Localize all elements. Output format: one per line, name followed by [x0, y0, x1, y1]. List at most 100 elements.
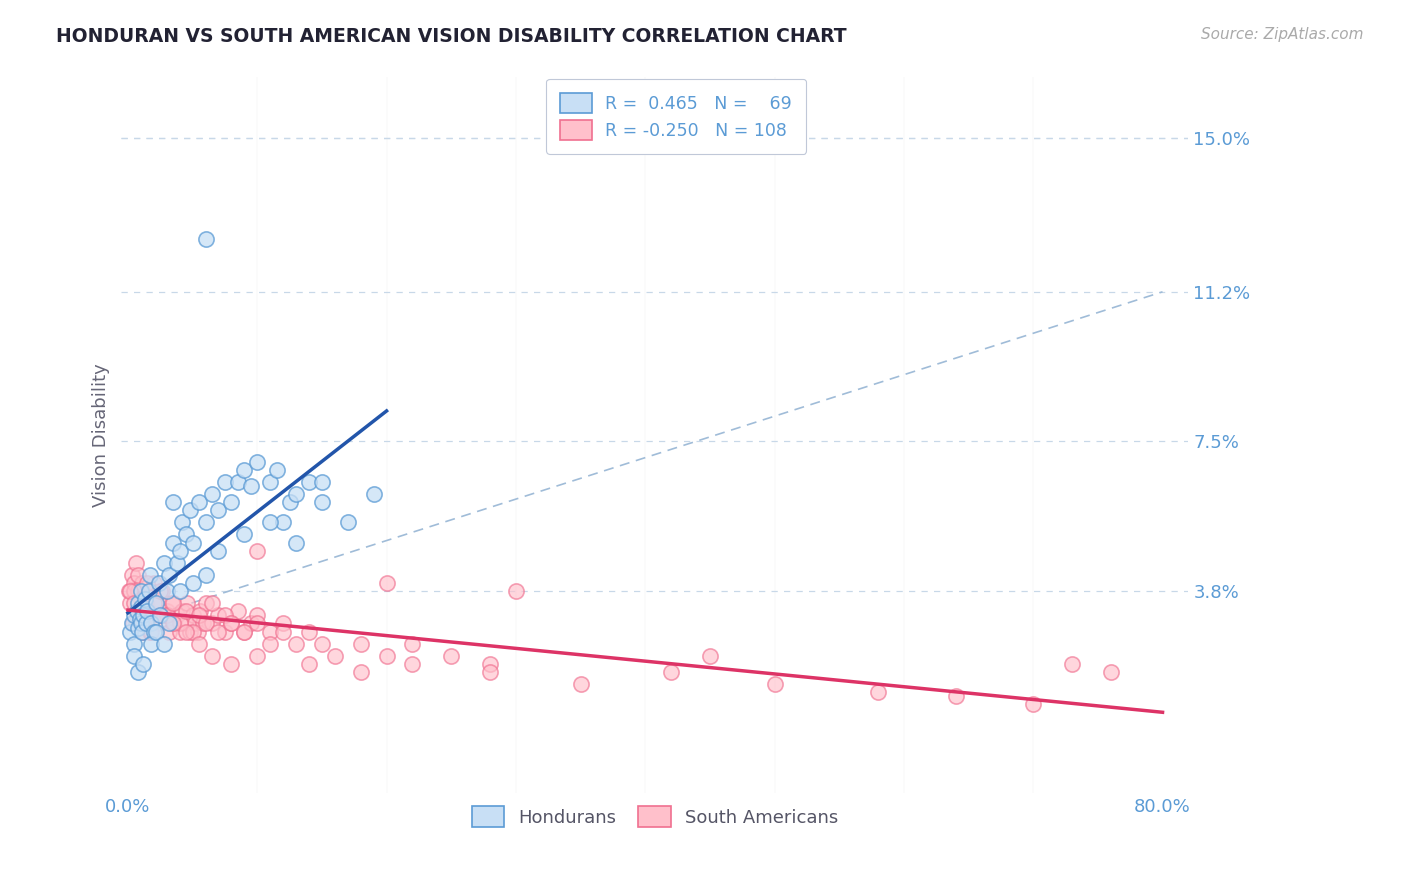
Point	[181, 608, 204, 623]
Point	[214, 475, 236, 489]
Point	[259, 475, 281, 489]
Point	[128, 604, 150, 618]
Point	[148, 616, 170, 631]
Point	[131, 576, 153, 591]
Point	[440, 648, 463, 663]
Point	[162, 495, 184, 509]
Point	[121, 616, 143, 631]
Point	[285, 535, 308, 549]
Point	[194, 596, 217, 610]
Point	[153, 556, 176, 570]
Point	[124, 584, 146, 599]
Point	[194, 232, 217, 246]
Point	[401, 637, 423, 651]
Point	[207, 543, 229, 558]
Point	[162, 616, 184, 631]
Point	[127, 596, 149, 610]
Point	[239, 479, 262, 493]
Point	[169, 624, 191, 639]
Point	[479, 665, 502, 679]
Point	[149, 608, 172, 623]
Point	[363, 487, 385, 501]
Point	[153, 637, 176, 651]
Point	[866, 685, 889, 699]
Point	[323, 648, 346, 663]
Point	[136, 616, 159, 631]
Point	[120, 624, 142, 639]
Point	[128, 612, 150, 626]
Point	[184, 616, 207, 631]
Point	[207, 608, 229, 623]
Point	[298, 624, 321, 639]
Point	[699, 648, 721, 663]
Point	[145, 624, 167, 639]
Point	[148, 576, 170, 591]
Point	[188, 608, 211, 623]
Point	[188, 495, 211, 509]
Point	[401, 657, 423, 671]
Point	[201, 596, 224, 610]
Point	[127, 568, 149, 582]
Point	[187, 624, 209, 639]
Point	[135, 596, 157, 610]
Point	[156, 608, 179, 623]
Point	[176, 596, 198, 610]
Point	[259, 637, 281, 651]
Text: HONDURAN VS SOUTH AMERICAN VISION DISABILITY CORRELATION CHART: HONDURAN VS SOUTH AMERICAN VISION DISABI…	[56, 27, 846, 45]
Point	[153, 608, 176, 623]
Point	[221, 616, 243, 631]
Point	[191, 616, 214, 631]
Point	[129, 600, 152, 615]
Point	[124, 576, 146, 591]
Point	[127, 665, 149, 679]
Point	[505, 584, 527, 599]
Point	[131, 624, 153, 639]
Legend: Hondurans, South Americans: Hondurans, South Americans	[464, 799, 845, 834]
Point	[336, 516, 359, 530]
Point	[194, 568, 217, 582]
Point	[311, 475, 333, 489]
Point	[134, 592, 156, 607]
Point	[142, 624, 165, 639]
Point	[375, 576, 398, 591]
Point	[135, 616, 157, 631]
Point	[149, 608, 172, 623]
Point	[157, 624, 180, 639]
Point	[157, 616, 180, 631]
Point	[118, 584, 141, 599]
Point	[156, 604, 179, 618]
Text: Source: ZipAtlas.com: Source: ZipAtlas.com	[1201, 27, 1364, 42]
Point	[246, 543, 269, 558]
Point	[124, 608, 146, 623]
Point	[1060, 657, 1083, 671]
Point	[166, 556, 188, 570]
Point	[124, 637, 146, 651]
Point	[1022, 698, 1045, 712]
Point	[239, 616, 262, 631]
Point	[169, 616, 191, 631]
Point	[127, 584, 149, 599]
Point	[350, 665, 373, 679]
Point	[122, 616, 145, 631]
Point	[169, 584, 191, 599]
Point	[124, 556, 146, 570]
Point	[479, 657, 502, 671]
Point	[150, 584, 173, 599]
Point	[138, 584, 160, 599]
Point	[132, 624, 155, 639]
Point	[121, 568, 143, 582]
Point	[201, 487, 224, 501]
Point	[166, 608, 188, 623]
Point	[181, 576, 204, 591]
Point	[181, 535, 204, 549]
Point	[125, 604, 148, 618]
Point	[141, 584, 163, 599]
Point	[246, 455, 269, 469]
Point	[120, 584, 142, 599]
Point	[149, 584, 172, 599]
Point	[157, 568, 180, 582]
Point	[221, 495, 243, 509]
Point	[266, 463, 288, 477]
Point	[174, 604, 197, 618]
Point	[163, 616, 186, 631]
